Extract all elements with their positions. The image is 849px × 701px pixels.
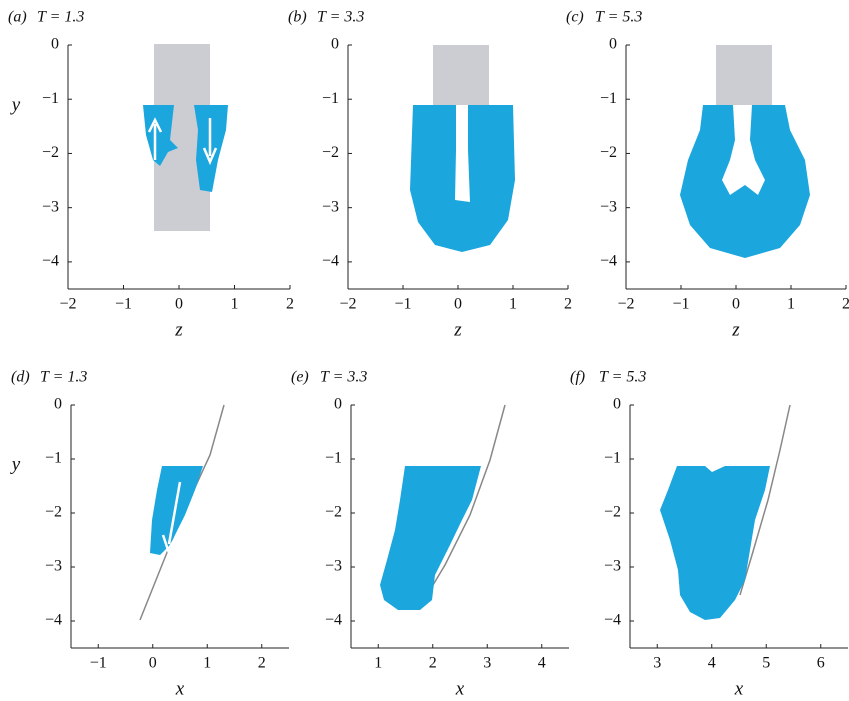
- y-tick-label: −1: [322, 90, 339, 107]
- x-axis-label: x: [734, 678, 744, 699]
- y-tick-label: −4: [325, 612, 342, 629]
- x-axis-label: x: [175, 678, 185, 699]
- vortex-surface: [660, 466, 770, 620]
- x-tick-label: −2: [339, 296, 356, 313]
- x-tick-label: −1: [90, 655, 107, 672]
- panel-label: (f): [570, 369, 585, 386]
- y-tick-label: −1: [45, 450, 62, 467]
- y-tick-label: −2: [42, 144, 59, 161]
- y-tick-label: 0: [51, 36, 59, 53]
- x-tick-label: 1: [509, 296, 517, 313]
- panel-label: (c): [566, 9, 584, 26]
- panel-label: (d): [11, 369, 30, 386]
- y-tick-label: 0: [331, 36, 339, 53]
- y-tick-label: −3: [604, 558, 621, 575]
- x-tick-label: −1: [672, 296, 689, 313]
- figure: (a) T = 1.3 0 −1 −2 −3 −4 −2 −1 0 1 2 z y (b) T = 3.3 0 −…: [0, 0, 849, 701]
- y-tick-label: −3: [42, 198, 59, 215]
- x-tick-label: 1: [203, 655, 211, 672]
- panel-title: T = 1.3: [40, 369, 87, 386]
- panel-title: T = 5.3: [595, 9, 642, 26]
- x-tick-label: 1: [231, 296, 239, 313]
- y-tick-label: −2: [322, 144, 339, 161]
- x-axis-label: x: [455, 678, 465, 699]
- x-tick-label: 6: [817, 655, 825, 672]
- y-tick-label: −3: [322, 198, 339, 215]
- x-tick-label: 3: [483, 655, 491, 672]
- y-tick-label: −2: [600, 144, 617, 161]
- panel-label: (a): [8, 9, 27, 26]
- illustrations: [140, 44, 810, 620]
- panel-title: T = 3.3: [320, 369, 367, 386]
- panel-title: T = 1.3: [37, 9, 84, 26]
- y-tick-label: −1: [600, 90, 617, 107]
- panel-title: T = 3.3: [317, 9, 364, 26]
- y-tick-label: −4: [600, 253, 617, 270]
- y-tick-label: 0: [609, 36, 617, 53]
- x-tick-label: 4: [538, 655, 546, 672]
- y-tick-label: −2: [45, 504, 62, 521]
- y-tick-label: −4: [604, 612, 621, 629]
- y-tick-label: −3: [325, 558, 342, 575]
- plate: [716, 45, 772, 105]
- x-tick-label: 1: [374, 655, 382, 672]
- panel-label: (b): [288, 9, 307, 26]
- y-axis-label: y: [10, 454, 21, 475]
- y-tick-label: −2: [604, 504, 621, 521]
- y-axis-label: y: [10, 94, 21, 115]
- x-tick-label: 2: [286, 296, 294, 313]
- x-tick-label: 0: [175, 296, 183, 313]
- x-axis-label: z: [174, 319, 183, 340]
- x-tick-label: 4: [708, 655, 716, 672]
- x-tick-label: 3: [653, 655, 661, 672]
- x-tick-label: −2: [617, 296, 634, 313]
- x-axis-label: z: [453, 319, 462, 340]
- y-tick-label: −4: [322, 253, 339, 270]
- x-tick-label: 0: [454, 296, 462, 313]
- y-tick-label: −2: [325, 504, 342, 521]
- vortex-surface: [380, 466, 481, 610]
- y-tick-label: −1: [42, 90, 59, 107]
- panel-title: T = 5.3: [599, 369, 646, 386]
- y-tick-label: −3: [45, 558, 62, 575]
- x-tick-label: 2: [842, 296, 849, 313]
- x-tick-label: −1: [115, 296, 132, 313]
- y-tick-label: −4: [42, 253, 59, 270]
- y-tick-label: −3: [600, 198, 617, 215]
- y-tick-label: −1: [325, 450, 342, 467]
- panel-label: (e): [291, 369, 309, 386]
- x-tick-label: 0: [149, 655, 157, 672]
- x-tick-label: 2: [564, 296, 572, 313]
- x-tick-label: 0: [732, 296, 740, 313]
- x-tick-label: 5: [762, 655, 770, 672]
- x-tick-label: 1: [787, 296, 795, 313]
- x-tick-label: −1: [394, 296, 411, 313]
- vortex-surface: [150, 466, 203, 555]
- plate: [433, 45, 489, 105]
- x-tick-label: 2: [429, 655, 437, 672]
- y-tick-label: −1: [604, 450, 621, 467]
- vortex-surface: [410, 105, 515, 252]
- x-axis-label: z: [731, 319, 740, 340]
- x-tick-label: −2: [59, 296, 76, 313]
- y-tick-label: 0: [334, 396, 342, 413]
- x-tick-label: 2: [258, 655, 266, 672]
- y-tick-label: 0: [613, 396, 621, 413]
- vortex-surface: [680, 105, 810, 258]
- y-tick-label: −4: [45, 612, 62, 629]
- y-tick-label: 0: [54, 396, 62, 413]
